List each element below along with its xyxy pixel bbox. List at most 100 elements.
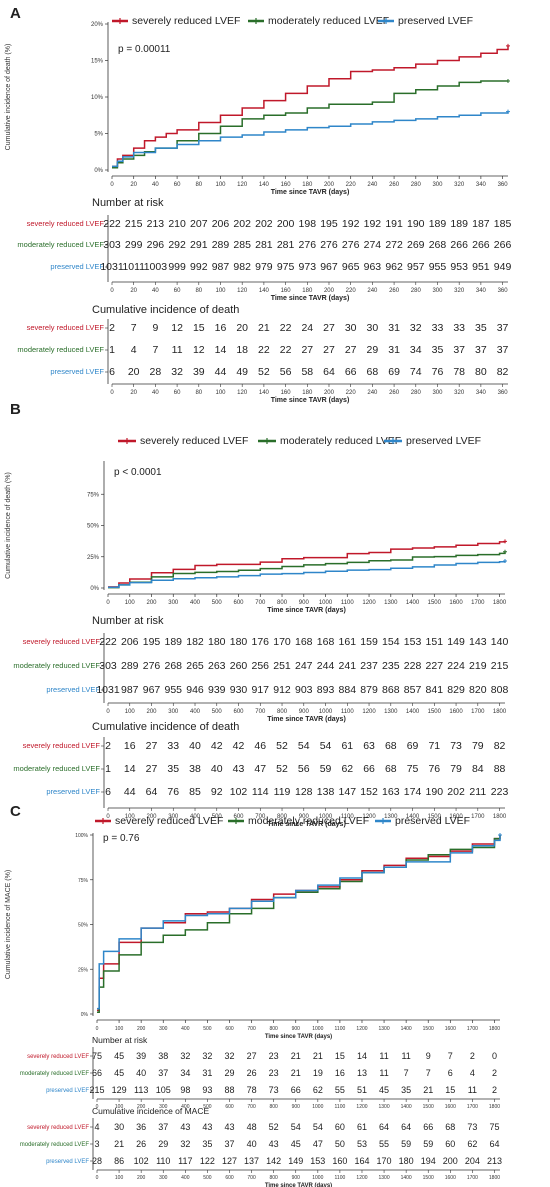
table-cell: 40 — [211, 763, 223, 775]
table-cell: 180 — [399, 1156, 414, 1166]
table-cell: 37 — [224, 1139, 234, 1149]
table-cell: 219 — [469, 660, 487, 672]
table-row-label-preserved: preserved LVEF — [50, 367, 104, 376]
table-x-tick-label: 1600 — [445, 1175, 456, 1181]
table-x-tick-label: 0 — [96, 1104, 99, 1110]
legend-cross — [253, 18, 259, 24]
table-cell: 47 — [313, 1139, 323, 1149]
legend-label-preserved: preserved LVEF — [398, 15, 473, 27]
x-tick-label: 1600 — [445, 1026, 456, 1032]
x-tick-label: 800 — [277, 600, 288, 606]
table-cell: 54 — [298, 740, 310, 752]
table-cell: 3 — [94, 1139, 99, 1149]
table-cell: 31 — [202, 1068, 212, 1078]
x-tick-label: 140 — [259, 182, 270, 188]
table-cell: 223 — [491, 786, 509, 798]
x-tick-label: 1500 — [423, 1026, 434, 1032]
table-x-tick-label: 1000 — [319, 709, 333, 715]
table-x-tick-label: 300 — [168, 709, 179, 715]
table-cell: 40 — [247, 1139, 257, 1149]
table-cell: 102 — [230, 786, 248, 798]
table-cell: 27 — [323, 322, 335, 334]
series-line-severe — [112, 45, 509, 168]
table-cell: 62 — [313, 1085, 323, 1095]
table-cell: 35 — [202, 1139, 212, 1149]
table-cell: 15 — [193, 322, 205, 334]
table-cell: 979 — [255, 261, 273, 273]
table-cell: 263 — [208, 660, 226, 672]
x-tick-label: 1800 — [489, 1026, 500, 1032]
x-tick-label: 340 — [476, 182, 487, 188]
x-tick-label: 240 — [367, 182, 378, 188]
table-cell: 44 — [215, 366, 227, 378]
table-x-tick-label: 600 — [225, 1104, 234, 1110]
table-x-tick-label: 300 — [159, 1104, 168, 1110]
table-cell: 14 — [215, 344, 227, 356]
table-x-tick-label: 1500 — [428, 814, 442, 820]
table-cell: 45 — [379, 1085, 389, 1095]
table-cell: 128 — [295, 786, 313, 798]
table-x-tick-label: 900 — [299, 709, 310, 715]
x-tick-label: 700 — [255, 600, 266, 606]
table-cell: 153 — [310, 1156, 325, 1166]
table-x-tick-label: 40 — [152, 390, 159, 396]
table-cell: 43 — [180, 1122, 190, 1132]
table-cell: 69 — [388, 366, 400, 378]
table-cell: 195 — [143, 636, 161, 648]
table-cell: 30 — [367, 322, 379, 334]
table-cell: 76 — [432, 366, 444, 378]
series-line-moderate — [108, 551, 506, 589]
table-cell: 43 — [224, 1122, 234, 1132]
table-cell: 207 — [190, 218, 208, 230]
x-tick-label: 1800 — [493, 600, 507, 606]
table-cell: 200 — [443, 1156, 458, 1166]
table-cell: 268 — [164, 660, 182, 672]
table-cell: 276 — [143, 660, 161, 672]
table-cell: 62 — [341, 763, 353, 775]
x-tick-label: 20 — [130, 182, 137, 188]
table-x-tick-label: 140 — [259, 288, 270, 294]
table-cell: 76 — [167, 786, 179, 798]
table-cell: 33 — [432, 322, 444, 334]
table-cell: 105 — [156, 1085, 171, 1095]
table-cell: 74 — [410, 366, 422, 378]
table-cell: 73 — [269, 1085, 279, 1095]
table-cell: 965 — [342, 261, 360, 273]
table-cell: 191 — [385, 218, 403, 230]
table-cell: 27 — [247, 1051, 257, 1061]
table-x-tick-label: 180 — [302, 390, 313, 396]
legend-cross — [100, 818, 106, 824]
x-tick-label: 300 — [168, 600, 179, 606]
table-cell: 52 — [269, 1122, 279, 1132]
table-cell: 289 — [212, 239, 230, 251]
table-cell: 64 — [323, 366, 335, 378]
table-x-tick-label: 1100 — [341, 709, 355, 715]
table-cell: 93 — [202, 1085, 212, 1095]
table-cell: 27 — [146, 740, 158, 752]
table-x-tick-label: 400 — [181, 1104, 190, 1110]
table-cell: 265 — [186, 660, 204, 672]
table-cell: 36 — [136, 1122, 146, 1132]
table-x-tick-label: 100 — [215, 288, 226, 294]
censor-mark — [498, 833, 502, 837]
table-cell: 7 — [404, 1068, 409, 1078]
table-cell: 917 — [252, 684, 270, 696]
table-cell: 32 — [180, 1051, 190, 1061]
table-cell: 251 — [273, 660, 291, 672]
table-x-tick-label: 260 — [389, 390, 400, 396]
table-cell: 213 — [487, 1156, 502, 1166]
table-x-tick-label: 1800 — [493, 709, 507, 715]
panel-a: A Cumulative incidence of death (%) 0% 5% 10… — [0, 0, 550, 404]
table-cell: 268 — [429, 239, 447, 251]
table-x-tick-label: 1500 — [428, 709, 442, 715]
table-cell: 137 — [244, 1156, 259, 1166]
table-cell: 198 — [299, 218, 317, 230]
table-cell: 159 — [360, 636, 378, 648]
table-cell: 160 — [332, 1156, 347, 1166]
table-cell: 32 — [410, 322, 422, 334]
table-cell: 66 — [92, 1068, 102, 1078]
table-cell: 23 — [269, 1068, 279, 1078]
table-x-tick-label: 700 — [247, 1104, 256, 1110]
table-x-tick-label: 600 — [234, 814, 245, 820]
table-x-tick-label: 400 — [190, 709, 201, 715]
